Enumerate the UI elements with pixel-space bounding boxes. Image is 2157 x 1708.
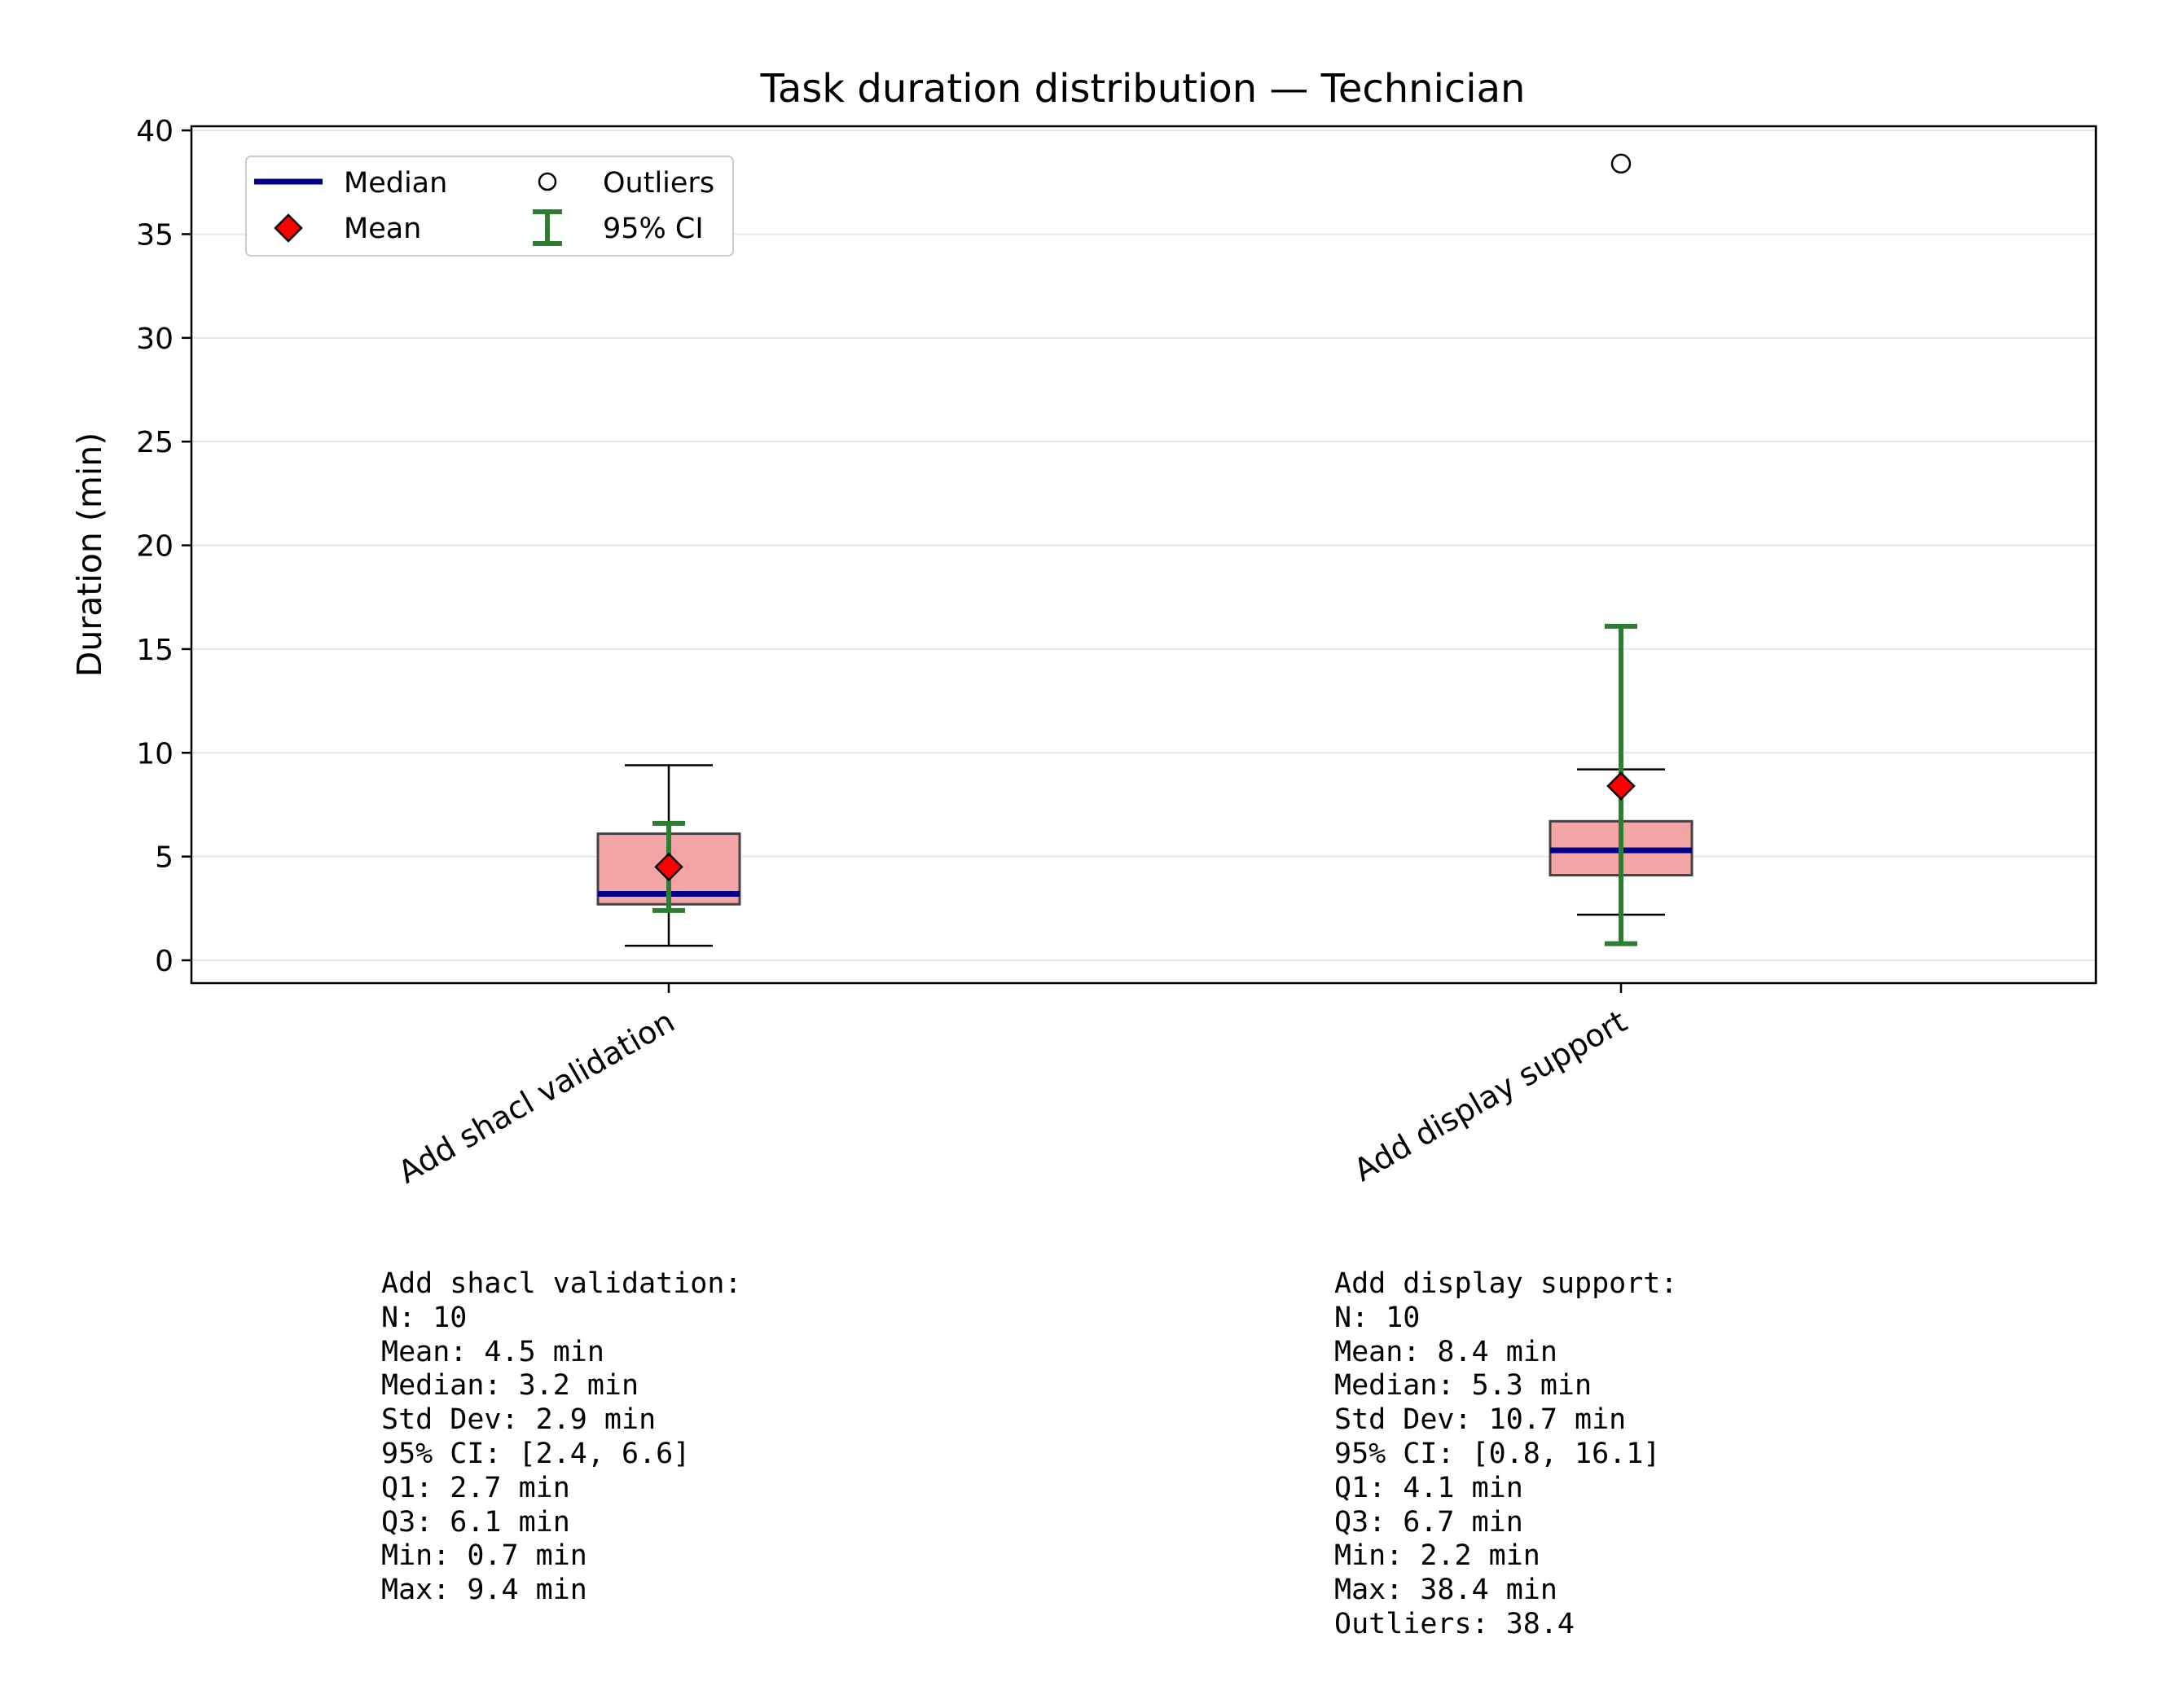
legend-ci-label: 95% CI <box>603 213 704 245</box>
axes: 0 5 10 15 20 25 30 35 40 Add shacl validation Add … <box>136 115 1632 1190</box>
box-group <box>1549 153 1694 946</box>
y-tick-label: 20 <box>136 530 174 564</box>
legend: Median Outliers Mean 95% CI <box>245 156 734 257</box>
legend-ci-swatch <box>533 209 562 246</box>
y-tick-label: 35 <box>136 218 174 252</box>
box-group <box>596 764 741 947</box>
legend-frame <box>245 156 734 257</box>
grid-lines <box>191 130 2096 961</box>
mean-marker <box>654 852 683 882</box>
y-tick-label: 25 <box>136 426 174 459</box>
y-axis-label: Duration (min) <box>70 432 109 677</box>
legend-median-label: Median <box>344 167 447 200</box>
y-tick-label: 5 <box>155 841 174 875</box>
stats-text-add-display-support: Add display support: N: 10 Mean: 8.4 min… <box>1334 1267 1678 1640</box>
plot-frame <box>190 125 2098 985</box>
y-tick-label: 15 <box>136 634 174 667</box>
chart-title: Task duration distribution — Technician <box>760 66 1526 112</box>
x-tick-label: Add display support <box>1348 1003 1633 1188</box>
mean-marker <box>1606 771 1636 801</box>
stats-text-add-shacl-validation: Add shacl validation: N: 10 Mean: 4.5 mi… <box>381 1267 742 1607</box>
y-tick-label: 30 <box>136 323 174 356</box>
boxes <box>596 153 1694 947</box>
y-tick-label: 40 <box>136 115 174 148</box>
x-tick-label: Add shacl validation <box>392 1003 680 1191</box>
outlier-point <box>1610 153 1632 174</box>
legend-outliers-label: Outliers <box>603 167 714 200</box>
y-tick-label: 0 <box>155 945 174 978</box>
legend-mean-swatch <box>274 213 303 243</box>
legend-outlier-swatch <box>538 172 557 191</box>
legend-mean-label: Mean <box>344 213 421 245</box>
y-tick-label: 10 <box>136 737 174 771</box>
